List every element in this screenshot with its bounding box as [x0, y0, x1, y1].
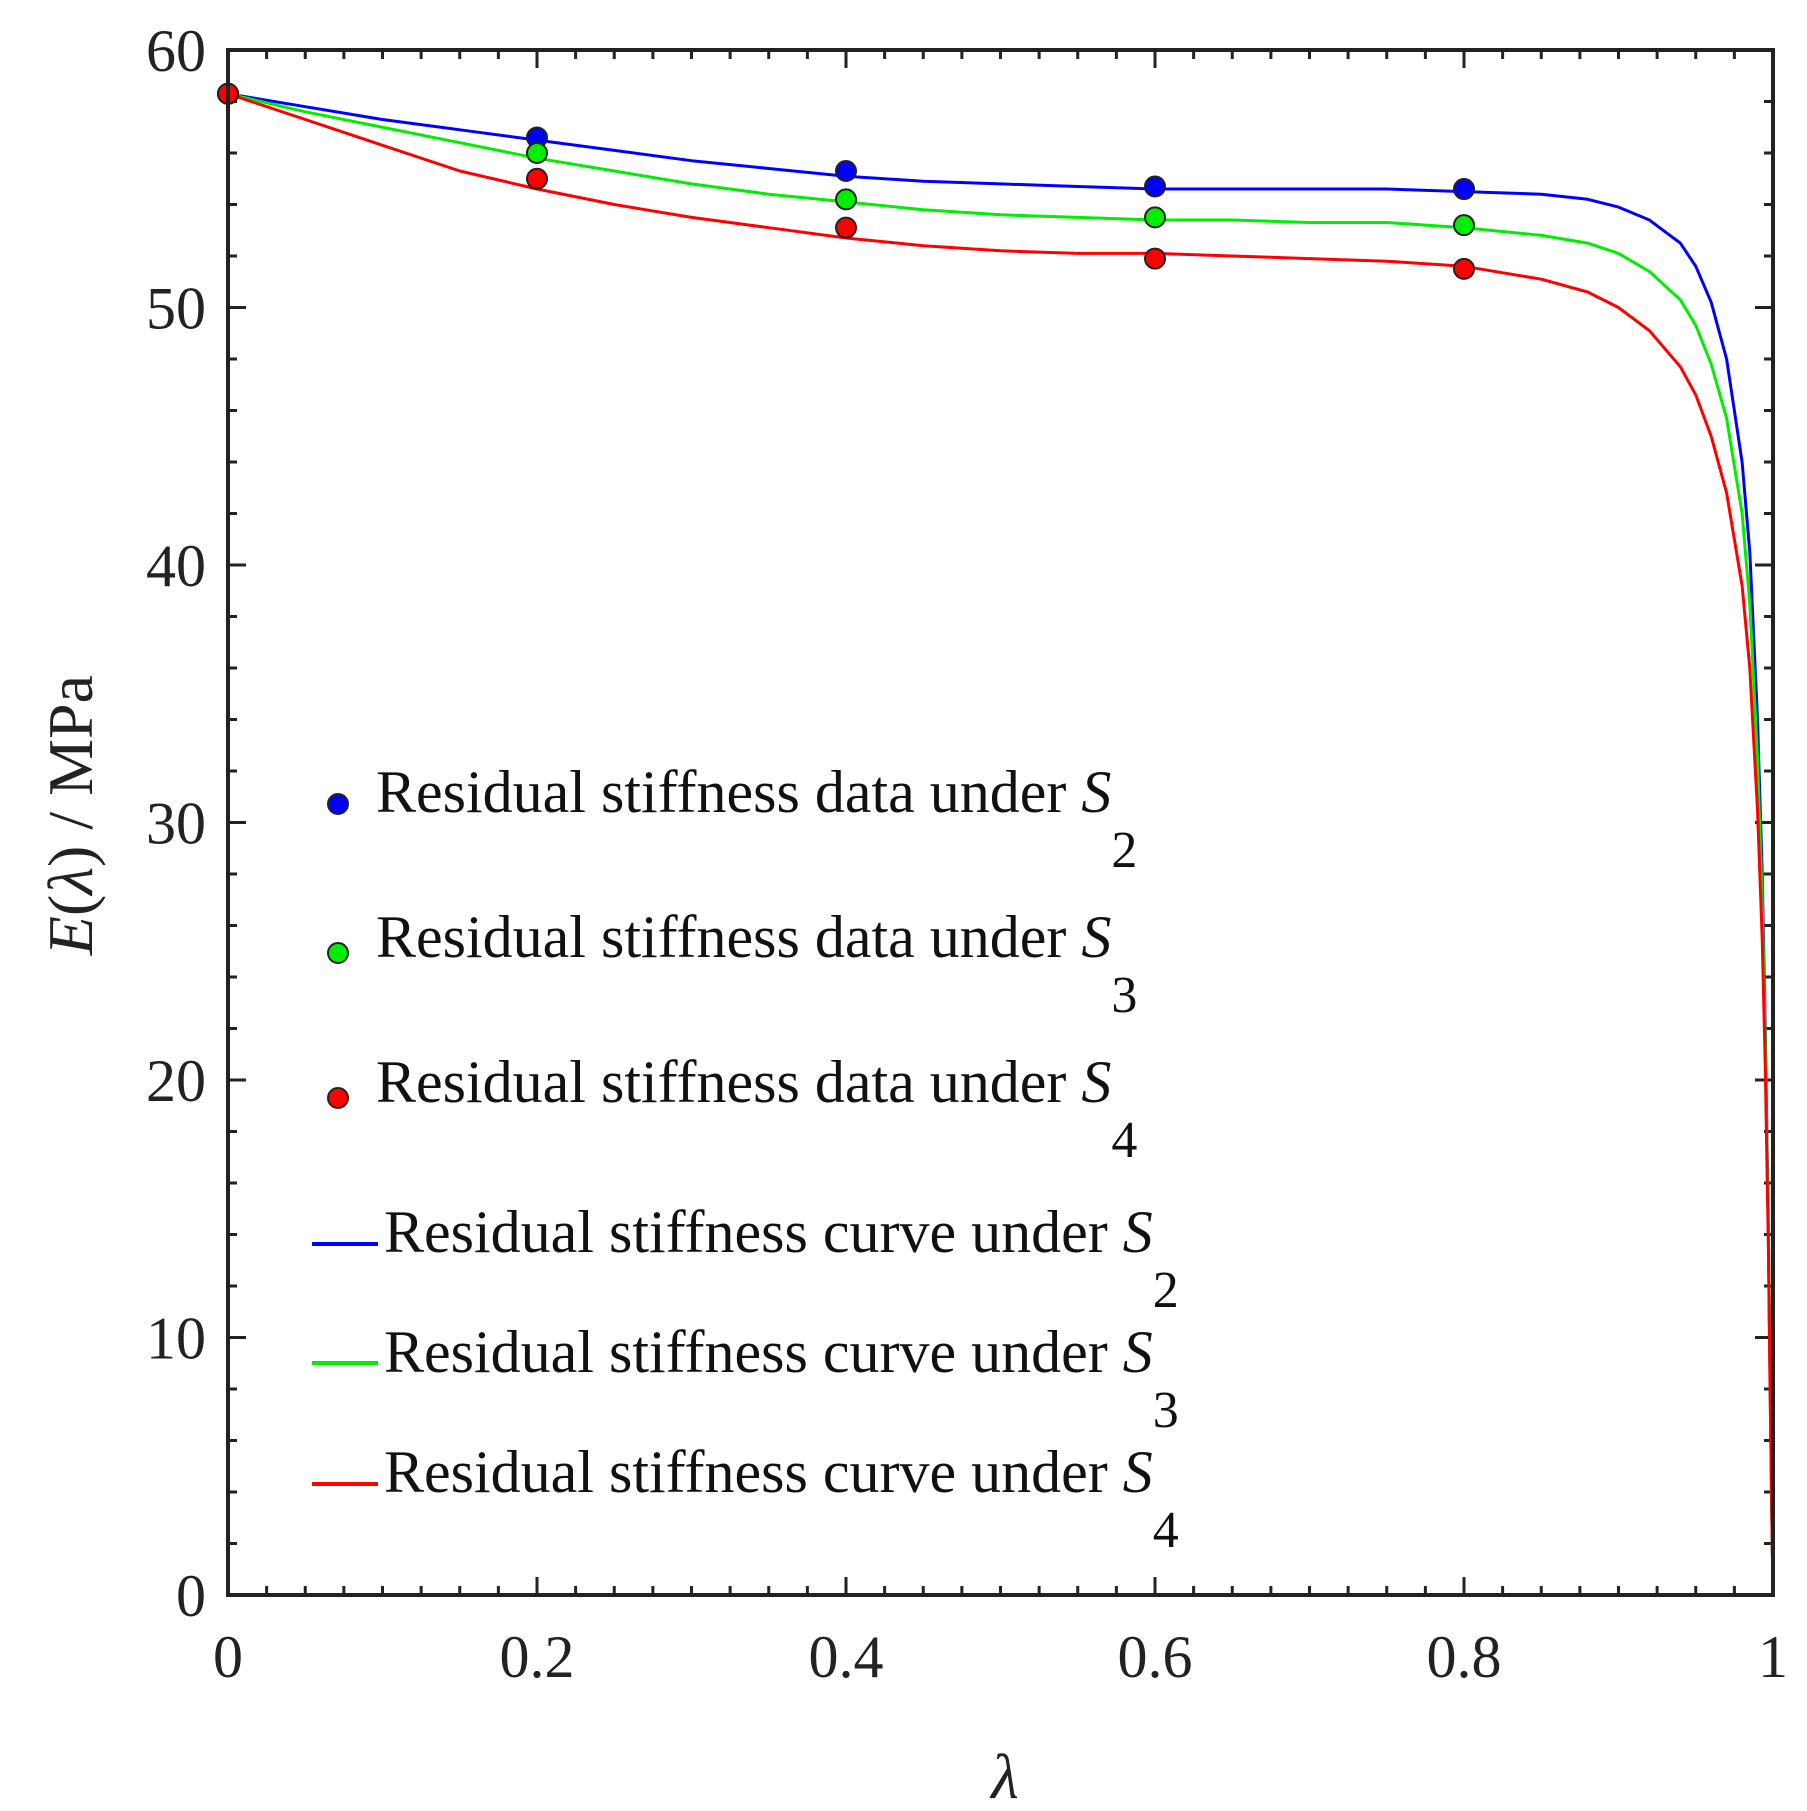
legend-marker-s4-data: [327, 1087, 349, 1109]
curve-s3: [227, 92, 1775, 1596]
legend-subscript: 3: [1111, 967, 1137, 1024]
y-axis-label-open: (: [35, 895, 106, 916]
legend-marker-s3-data: [327, 942, 349, 964]
legend-entry-s3-data: Residual stiffness data under S3: [376, 904, 1137, 1024]
legend-symbol: S: [1123, 1319, 1153, 1385]
legend-symbol: S: [1081, 904, 1111, 970]
x-tick-label: 1: [1758, 1624, 1788, 1690]
data-point-s4: [526, 167, 548, 190]
legend-label: Residual stiffness curve under: [384, 1439, 1123, 1505]
legend-label: Residual stiffness curve under: [384, 1199, 1123, 1265]
legend-symbol: S: [1123, 1199, 1153, 1265]
data-point-s3: [1453, 214, 1475, 237]
x-axis-label: λ: [989, 1741, 1019, 1811]
legend-label: Residual stiffness data under: [376, 1049, 1081, 1115]
data-point-s2: [835, 160, 857, 183]
legend-marker-s2-data: [327, 793, 349, 815]
y-axis-label-unit: ) / MPa: [35, 675, 106, 867]
x-tick-label: 0: [213, 1624, 243, 1690]
data-point-s3: [835, 188, 857, 211]
legend-entry-s2-curve: Residual stiffness curve under S2: [384, 1199, 1179, 1319]
data-point-s3: [1144, 206, 1166, 229]
data-point-s3: [526, 142, 548, 164]
legend-label: Residual stiffness curve under: [384, 1319, 1123, 1385]
x-tick-label: 0.2: [500, 1624, 575, 1690]
legend-label: Residual stiffness data under: [376, 904, 1081, 970]
y-tick-label: 10: [146, 1306, 206, 1372]
legend-entry-s3-curve: Residual stiffness curve under S3: [384, 1319, 1179, 1439]
x-tick-labels: 0 0.2 0.4 0.6 0.8 1: [213, 1624, 1788, 1690]
data-point-s4: [1144, 247, 1166, 270]
y-tick-label: 60: [146, 18, 206, 84]
y-tick-label: 20: [146, 1048, 206, 1114]
legend-subscript: 2: [1153, 1262, 1179, 1319]
data-point-s2: [1144, 175, 1166, 198]
curve-s4: [227, 92, 1775, 1596]
legend-symbol: S: [1081, 1049, 1111, 1115]
y-axis-label-symbol: E: [35, 916, 106, 956]
legend: Residual stiffness data under S2 Residua…: [312, 759, 1179, 1559]
data-point-s2: [1453, 178, 1475, 201]
x-tick-label: 0.8: [1427, 1624, 1502, 1690]
data-points: [217, 82, 1475, 280]
plot-frame: [226, 48, 1775, 1597]
y-axis-label-lambda: λ: [35, 867, 106, 897]
x-tick-label: 0.6: [1118, 1624, 1193, 1690]
legend-subscript: 2: [1111, 822, 1137, 879]
y-tick-label: 0: [176, 1563, 206, 1629]
legend-symbol: S: [1081, 759, 1111, 825]
y-axis-label: E(λ) / MPa: [35, 675, 106, 956]
legend-entry-s2-data: Residual stiffness data under S2: [376, 759, 1137, 879]
y-tick-labels: 0 10 20 30 40 50 60: [146, 18, 206, 1629]
legend-subscript: 4: [1153, 1502, 1179, 1559]
y-tick-label: 40: [146, 533, 206, 599]
legend-symbol: S: [1123, 1439, 1153, 1505]
y-tick-label: 30: [146, 791, 206, 857]
curve-series: [227, 92, 1775, 1596]
x-tick-label: 0.4: [809, 1624, 884, 1690]
legend-subscript: 3: [1153, 1382, 1179, 1439]
data-point-s4: [835, 216, 857, 239]
legend-entry-s4-curve: Residual stiffness curve under S4: [384, 1439, 1179, 1559]
legend-label: Residual stiffness data under: [376, 759, 1081, 825]
legend-subscript: 4: [1111, 1112, 1137, 1169]
legend-entry-s4-data: Residual stiffness data under S4: [376, 1049, 1137, 1169]
y-tick-label: 50: [146, 276, 206, 342]
data-point-s4: [1453, 257, 1475, 280]
